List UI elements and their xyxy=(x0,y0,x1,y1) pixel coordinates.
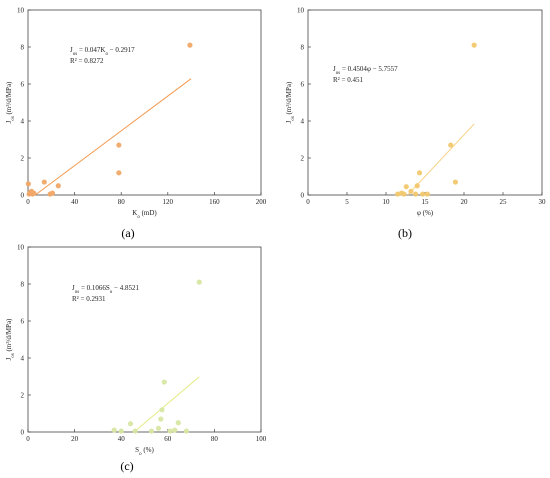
fit-line xyxy=(407,123,475,196)
data-point xyxy=(403,184,409,190)
x-tick-label: 60 xyxy=(164,435,172,443)
data-point xyxy=(159,407,165,413)
x-tick-label: 20 xyxy=(461,198,469,206)
y-tick-label: 6 xyxy=(21,81,25,89)
x-tick-label: 200 xyxy=(256,198,267,206)
data-point xyxy=(408,188,414,194)
y-tick-label: 0 xyxy=(21,429,25,437)
data-point xyxy=(116,142,122,148)
data-point xyxy=(448,142,454,148)
x-axis-label: So (%) xyxy=(135,446,154,457)
y-tick-label: 2 xyxy=(301,155,305,163)
data-point xyxy=(413,191,419,197)
data-point xyxy=(161,379,167,385)
chart-panel-2: 0 5 10 15 20 25 30 0 2 4 6 8 10 φ (%) Jos (m³/d/MPa) Jo… xyxy=(285,7,546,241)
x-tick-label: 25 xyxy=(500,198,508,206)
y-tick-label: 4 xyxy=(301,118,305,126)
data-point xyxy=(172,427,178,433)
data-point xyxy=(132,428,138,434)
regression-equation: Jos = 0.1066So − 4.8521 xyxy=(72,284,139,295)
y-tick-label: 10 xyxy=(297,7,305,15)
y-tick-label: 0 xyxy=(21,192,25,200)
plot-frame xyxy=(27,9,262,196)
data-point xyxy=(31,190,37,196)
panel-label: (c) xyxy=(120,459,133,473)
y-tick-label: 2 xyxy=(21,392,25,400)
x-tick-label: 80 xyxy=(118,198,126,206)
x-tick-label: 0 xyxy=(26,198,30,206)
data-point xyxy=(424,191,430,197)
y-tick-label: 8 xyxy=(21,44,25,52)
data-point xyxy=(127,421,134,427)
panel-label: (a) xyxy=(121,226,134,240)
data-point xyxy=(111,427,117,433)
data-point xyxy=(401,191,407,197)
y-axis-label: Jos (m³/d/MPa) xyxy=(5,81,16,123)
data-point xyxy=(49,190,56,196)
data-point xyxy=(25,181,31,187)
y-tick-label: 0 xyxy=(301,192,305,200)
plot-frame xyxy=(307,9,543,196)
x-axis-label: Ko (mD) xyxy=(132,209,157,220)
x-tick-label: 120 xyxy=(163,198,174,206)
y-axis-label: Jos (m³/d/MPa) xyxy=(285,81,296,123)
y-tick-label: 10 xyxy=(17,244,25,252)
data-point xyxy=(420,191,426,197)
x-tick-label: 80 xyxy=(211,435,219,443)
regression-equation: Jos = 0.4504φ − 5.7557 xyxy=(333,65,398,76)
x-tick-label: 0 xyxy=(306,198,310,206)
x-tick-label: 40 xyxy=(71,198,79,206)
x-tick-label: 30 xyxy=(539,198,547,206)
data-point xyxy=(471,42,477,48)
data-point xyxy=(148,428,155,434)
x-tick-label: 15 xyxy=(422,198,430,206)
data-point xyxy=(196,279,202,285)
y-tick-label: 6 xyxy=(301,81,305,89)
data-point xyxy=(187,42,193,48)
y-tick-label: 8 xyxy=(21,281,25,289)
x-tick-label: 20 xyxy=(71,435,79,443)
data-point xyxy=(118,428,124,434)
data-point xyxy=(452,179,459,185)
x-tick-label: 40 xyxy=(118,435,126,443)
panel-label: (b) xyxy=(398,226,412,240)
r-squared-label: R² = 0.2931 xyxy=(72,295,106,303)
regression-equation: Jos = 0.047Ko − 0.2917 xyxy=(70,46,135,57)
y-tick-label: 4 xyxy=(21,355,25,363)
r-squared-label: R² = 0.8272 xyxy=(70,57,104,65)
y-tick-label: 2 xyxy=(21,155,25,163)
chart-panel-3: 0 20 40 60 80 100 0 2 4 6 8 10 So (%) Jos (m³/d/MPa) J… xyxy=(5,244,267,474)
data-point xyxy=(183,428,190,434)
x-axis-label: φ (%) xyxy=(417,209,434,217)
chart-panel-1: 0 40 80 120 160 200 0 2 4 6 8 10 Ko (mD) Jos (m³/d/MP… xyxy=(5,7,267,241)
x-tick-label: 100 xyxy=(256,435,267,443)
data-point xyxy=(41,179,47,185)
x-tick-label: 160 xyxy=(209,198,220,206)
data-point xyxy=(158,416,164,422)
data-point xyxy=(175,420,181,426)
y-axis-label: Jos (m³/d/MPa) xyxy=(5,318,16,360)
plot-frame xyxy=(27,246,262,433)
data-point xyxy=(155,425,162,431)
x-tick-label: 0 xyxy=(26,435,30,443)
r-squared-label: R² = 0.451 xyxy=(333,76,363,84)
fit-line xyxy=(34,78,192,196)
y-tick-label: 8 xyxy=(301,44,305,52)
y-tick-label: 10 xyxy=(17,7,25,15)
data-point xyxy=(414,183,420,189)
fit-line xyxy=(133,376,200,433)
data-point xyxy=(55,183,61,189)
data-point xyxy=(395,191,401,197)
data-point xyxy=(116,170,122,176)
data-point xyxy=(167,428,173,434)
y-tick-label: 4 xyxy=(21,118,25,126)
y-tick-label: 6 xyxy=(21,318,25,326)
data-point xyxy=(416,170,423,176)
x-tick-label: 10 xyxy=(383,198,391,206)
x-tick-label: 5 xyxy=(345,198,349,206)
